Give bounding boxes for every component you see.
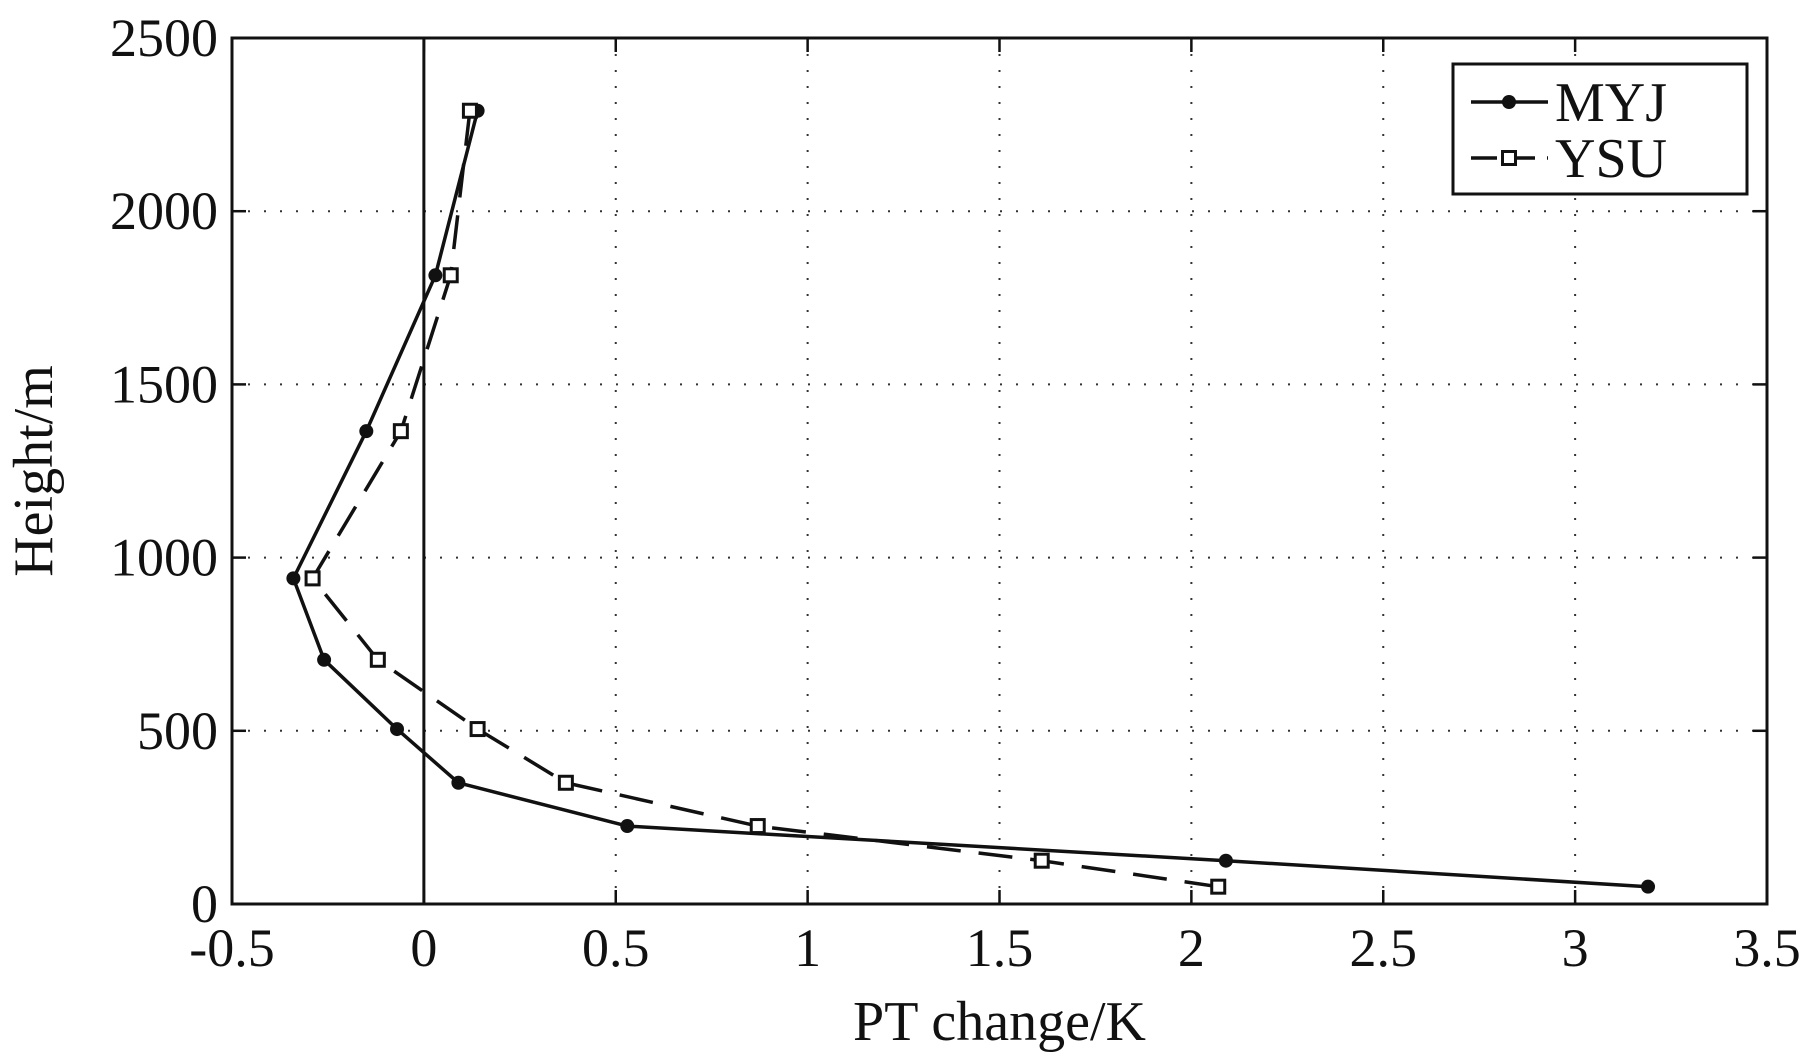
data-point-myj (1218, 853, 1233, 868)
legend-label-myj: MYJ (1555, 72, 1667, 134)
y-tick-label: 1500 (110, 354, 218, 414)
data-point-myj (428, 268, 443, 283)
x-tick-label: -0.5 (189, 918, 274, 978)
legend-box (1451, 62, 1749, 196)
y-tick-label: 1000 (110, 528, 218, 588)
data-point-ysu (461, 102, 478, 119)
data-point-ysu (469, 721, 486, 738)
legend-marker-ysu (1501, 150, 1517, 166)
x-tick-label: 1.5 (966, 918, 1034, 978)
x-tick-label: 3.5 (1733, 918, 1801, 978)
data-point-ysu (442, 267, 459, 284)
data-point-ysu (749, 818, 766, 835)
data-point-myj (620, 819, 635, 834)
data-point-myj (451, 775, 466, 790)
x-tick-label: 2 (1178, 918, 1205, 978)
x-axis-title: PT change/K (853, 991, 1146, 1053)
data-point-myj (286, 571, 301, 586)
data-point-myj (359, 424, 374, 439)
legend-marker-myj (1502, 95, 1516, 109)
series-group (286, 102, 1656, 895)
data-point-myj (317, 652, 332, 667)
x-tick-label: 0.5 (582, 918, 650, 978)
x-tick-label: 1 (794, 918, 821, 978)
data-point-myj (390, 722, 405, 737)
y-tick-label: 0 (191, 874, 218, 934)
data-point-myj (1641, 879, 1656, 894)
y-axis-title: Height/m (3, 365, 65, 577)
data-point-ysu (1210, 878, 1227, 895)
series-line-myj (291, 110, 1649, 889)
y-tick-label: 500 (137, 701, 218, 761)
data-point-ysu (557, 774, 574, 791)
x-tick-label: 3 (1562, 918, 1589, 978)
series-myj (286, 103, 1656, 894)
series-line-ysu (310, 110, 1219, 889)
y-tick-label: 2000 (110, 181, 218, 241)
y-tick-label: 2500 (110, 8, 218, 68)
series-ysu (304, 102, 1227, 895)
legend-label-ysu: YSU (1555, 128, 1667, 190)
x-tick-label: 0 (410, 918, 437, 978)
data-point-ysu (304, 570, 321, 587)
data-point-ysu (392, 423, 409, 440)
x-tick-label: 2.5 (1350, 918, 1418, 978)
data-point-ysu (1033, 852, 1050, 869)
data-point-ysu (369, 651, 386, 668)
